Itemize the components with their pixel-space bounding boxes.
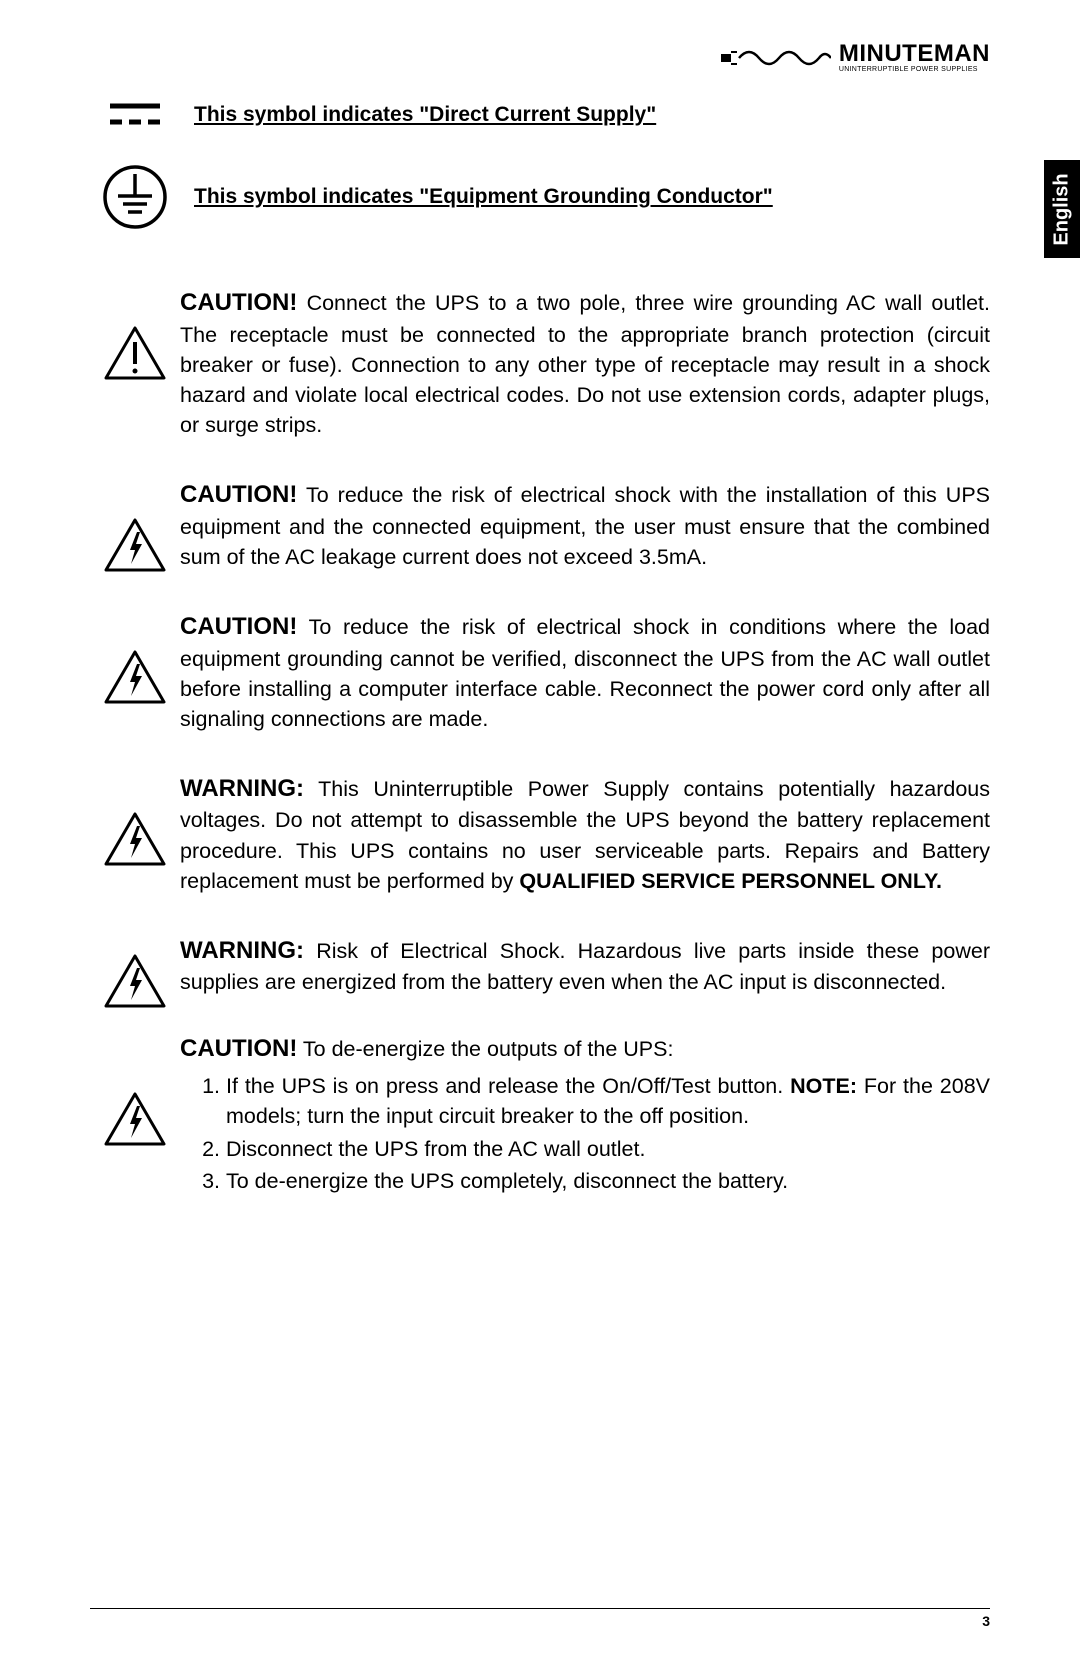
ground-symbol-label: This symbol indicates "Equipment Groundi… [194,185,773,209]
footer-rule [90,1608,990,1609]
caution-tail-3: QUALIFIED SERVICE PERSONNEL ONLY. [519,869,942,893]
dc-symbol-icon [90,100,180,130]
caution-text-2: CAUTION! To reduce the risk of electrica… [180,610,990,734]
language-label: English [1051,173,1074,245]
caution-block-0: CAUTION! Connect the UPS to a two pole, … [90,286,990,440]
caution-text-3: WARNING: This Uninterruptible Power Supp… [180,772,990,896]
caution-block-4: WARNING: Risk of Electrical Shock. Hazar… [90,934,990,1008]
caution-lead-1: CAUTION! [180,481,297,508]
step-1: If the UPS is on press and release the O… [226,1071,990,1131]
step-1-pre: If the UPS is on press and release the O… [226,1074,790,1098]
dc-symbol-label: This symbol indicates "Direct Current Su… [194,103,656,127]
shock-icon [90,772,180,866]
caution-body-5: To de-energize the outputs of the UPS: [303,1037,674,1061]
caution-text-0: CAUTION! Connect the UPS to a two pole, … [180,286,990,440]
language-tab: English [1044,160,1080,258]
brand-name: MINUTEMAN [839,42,990,66]
ground-symbol-row: This symbol indicates "Equipment Groundi… [90,164,990,230]
shock-icon [90,934,180,1008]
caution-body-0: Connect the UPS to a two pole, three wir… [180,291,990,437]
dc-symbol-row: This symbol indicates "Direct Current Su… [90,100,990,130]
caution-text-1: CAUTION! To reduce the risk of electrica… [180,478,990,572]
plug-wave-icon [721,46,831,70]
page-content: This symbol indicates "Direct Current Su… [90,100,990,1198]
caution-lead-0: CAUTION! [180,289,297,316]
caution-block-3: WARNING: This Uninterruptible Power Supp… [90,772,990,896]
step-1-bold: NOTE: [790,1074,857,1098]
step-2: Disconnect the UPS from the AC wall outl… [226,1134,990,1164]
ground-symbol-icon [90,164,180,230]
logo-text: MINUTEMAN UNINTERRUPTIBLE POWER SUPPLIES [839,42,990,74]
step-3-pre: To de-energize the UPS completely, disco… [226,1169,788,1193]
caution-text-4: WARNING: Risk of Electrical Shock. Hazar… [180,934,990,998]
steps-list: If the UPS is on press and release the O… [180,1071,990,1195]
caution-lead-4: WARNING: [180,937,304,964]
caution-lead-5: CAUTION! [180,1035,297,1062]
caution-lead-3: WARNING: [180,775,304,802]
caution-block-5: CAUTION! To de-energize the outputs of t… [90,1032,990,1198]
page-number: 3 [982,1613,990,1629]
warning-icon [90,286,180,380]
caution-lead-2: CAUTION! [180,613,297,640]
caution-text-5: CAUTION! To de-energize the outputs of t… [180,1032,990,1198]
step-3: To de-energize the UPS completely, disco… [226,1166,990,1196]
caution-block-1: CAUTION! To reduce the risk of electrica… [90,478,990,572]
step-2-pre: Disconnect the UPS from the AC wall outl… [226,1137,645,1161]
caution-body-1: To reduce the risk of electrical shock w… [180,483,990,569]
shock-icon [90,478,180,572]
shock-icon [90,1032,180,1146]
caution-block-2: CAUTION! To reduce the risk of electrica… [90,610,990,734]
header-logo: MINUTEMAN UNINTERRUPTIBLE POWER SUPPLIES [721,42,990,74]
brand-tagline: UNINTERRUPTIBLE POWER SUPPLIES [839,66,978,74]
shock-icon [90,610,180,704]
caution-body-2: To reduce the risk of electrical shock i… [180,615,990,731]
